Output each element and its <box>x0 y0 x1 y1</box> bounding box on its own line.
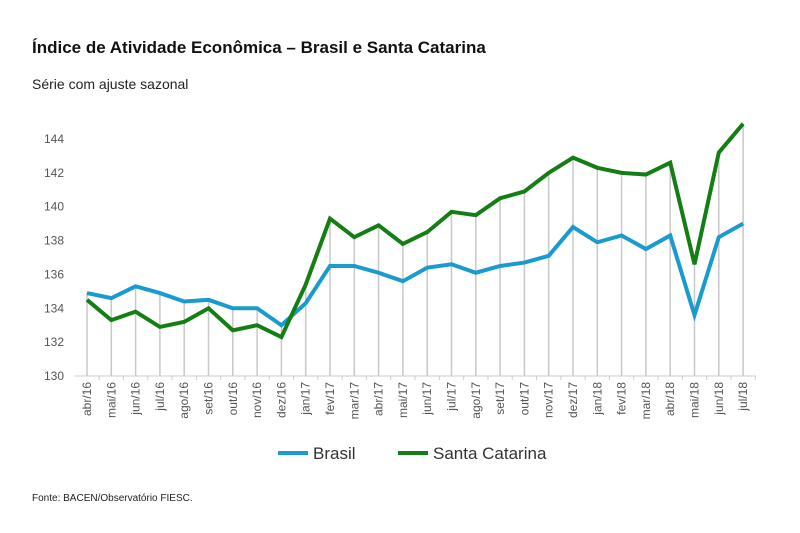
x-tick-label: abr/18 <box>663 382 677 416</box>
x-tick-label: set/16 <box>202 382 216 415</box>
legend-label: Santa Catarina <box>433 444 547 463</box>
x-tick-label: ago/17 <box>469 382 483 419</box>
x-tick-label: jul/17 <box>445 382 459 412</box>
x-tick-label: mai/18 <box>688 382 702 418</box>
x-tick-label: jul/18 <box>736 382 750 412</box>
source-note: Fonte: BACEN/Observatório FIESC. <box>32 493 193 504</box>
x-tick-label: jul/16 <box>153 382 167 412</box>
legend-label: Brasil <box>313 444 356 463</box>
x-tick-label: out/16 <box>226 382 240 416</box>
y-tick-label: 130 <box>44 369 64 383</box>
x-tick-label: abr/16 <box>80 382 94 416</box>
y-tick-label: 132 <box>44 335 64 349</box>
x-tick-label: dez/17 <box>566 382 580 418</box>
chart-subtitle: Série com ajuste sazonal <box>32 76 189 92</box>
x-tick-label: mar/17 <box>347 382 361 420</box>
x-tick-label: jan/17 <box>299 382 313 416</box>
x-tick-label: fev/17 <box>323 382 337 415</box>
x-tick-label: jun/17 <box>420 382 434 416</box>
chart-title: Índice de Atividade Econômica – Brasil e… <box>32 38 486 57</box>
x-tick-label: mai/17 <box>396 382 410 418</box>
y-tick-label: 138 <box>44 234 64 248</box>
y-tick-label: 136 <box>44 267 64 281</box>
series-line-brasil <box>86 221 745 328</box>
x-tick-label: jan/18 <box>590 382 604 416</box>
x-tick-label: nov/17 <box>542 382 556 418</box>
x-tick-label: ago/16 <box>177 382 191 419</box>
y-tick-label: 144 <box>44 132 64 146</box>
x-tick-label: mai/16 <box>104 382 118 418</box>
x-tick-label: out/17 <box>517 382 531 416</box>
x-tick-label: nov/16 <box>250 382 264 418</box>
x-tick-label: jun/16 <box>129 382 143 416</box>
x-tick-label: abr/17 <box>372 382 386 416</box>
series-line-santa-catarina <box>85 122 745 340</box>
y-tick-label: 142 <box>44 166 64 180</box>
y-tick-label: 140 <box>44 200 64 214</box>
x-tick-label: mar/18 <box>639 382 653 420</box>
x-tick-label: fev/18 <box>615 382 629 415</box>
x-tick-label: dez/16 <box>274 382 288 418</box>
y-tick-label: 134 <box>44 301 64 315</box>
x-tick-label: jun/18 <box>712 382 726 416</box>
x-tick-label: set/17 <box>493 382 507 415</box>
